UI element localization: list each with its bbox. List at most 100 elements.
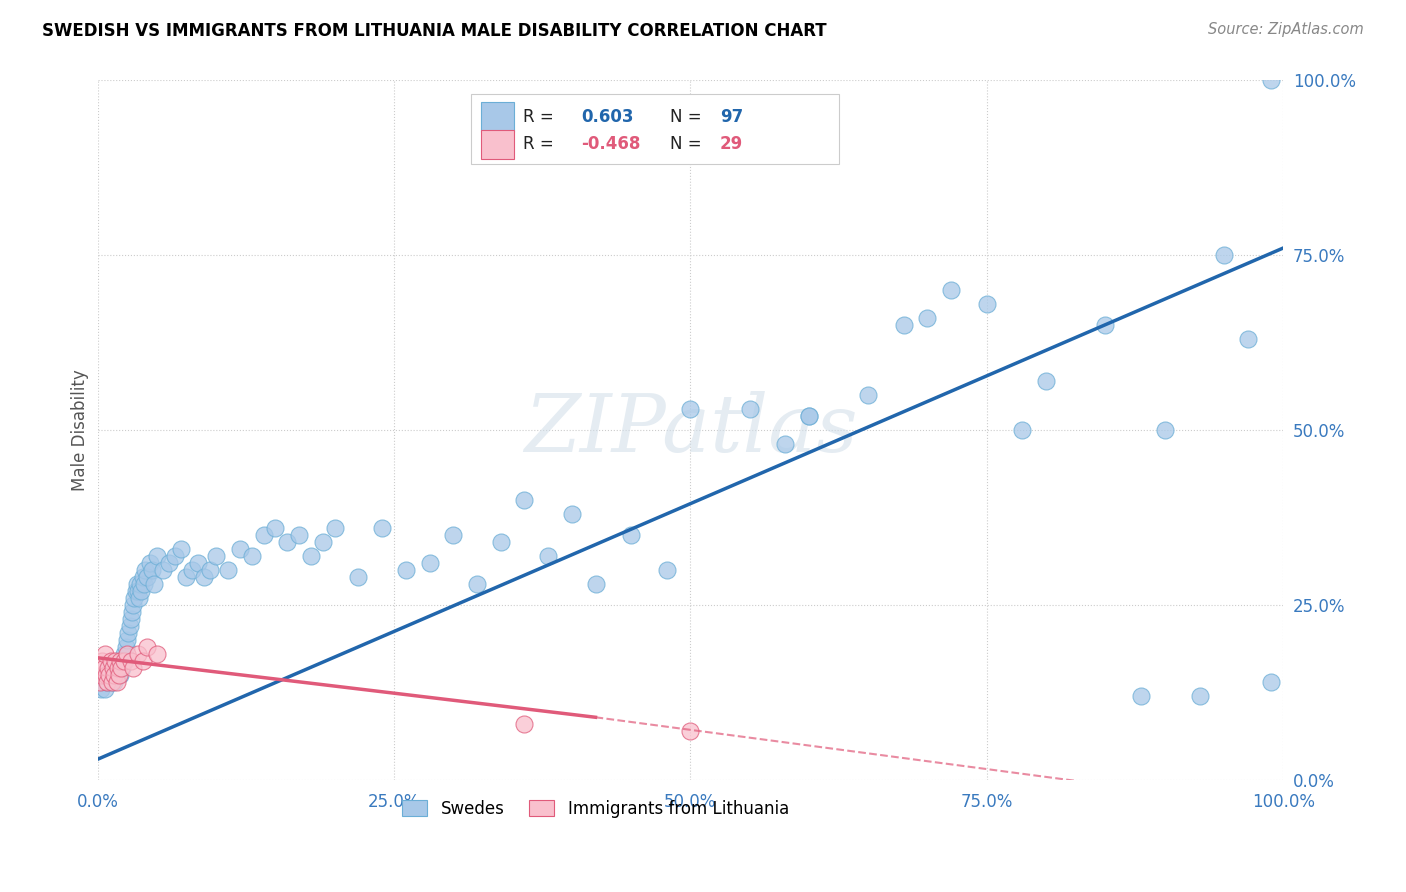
Point: [679, 402, 702, 417]
Point: [89, 675, 111, 690]
Point: [418, 556, 440, 570]
Point: [738, 402, 761, 417]
Point: [120, 612, 142, 626]
FancyBboxPatch shape: [481, 129, 513, 159]
Point: [797, 409, 820, 424]
Point: [288, 528, 311, 542]
Point: [96, 675, 118, 690]
Point: [108, 668, 131, 682]
Point: [94, 668, 117, 682]
Point: [122, 598, 145, 612]
Point: [101, 661, 124, 675]
Point: [299, 549, 322, 564]
Point: [141, 563, 163, 577]
Point: [121, 605, 143, 619]
Text: N =: N =: [671, 136, 707, 153]
Text: N =: N =: [671, 108, 707, 126]
Point: [264, 521, 287, 535]
Point: [93, 675, 115, 690]
Point: [115, 633, 138, 648]
Text: SWEDISH VS IMMIGRANTS FROM LITHUANIA MALE DISABILITY CORRELATION CHART: SWEDISH VS IMMIGRANTS FROM LITHUANIA MAL…: [42, 22, 827, 40]
Point: [136, 640, 159, 655]
Point: [91, 668, 114, 682]
Point: [1260, 675, 1282, 690]
Point: [229, 542, 252, 557]
Point: [89, 675, 111, 690]
Point: [107, 661, 129, 675]
Point: [112, 654, 135, 668]
Point: [90, 668, 112, 682]
Point: [193, 570, 215, 584]
Point: [98, 668, 121, 682]
Text: -0.468: -0.468: [581, 136, 641, 153]
Point: [465, 577, 488, 591]
Point: [138, 556, 160, 570]
Point: [131, 584, 153, 599]
Point: [797, 409, 820, 424]
Point: [105, 668, 128, 682]
Point: [146, 647, 169, 661]
Point: [146, 549, 169, 564]
Point: [941, 283, 963, 297]
Point: [893, 318, 915, 332]
Point: [395, 563, 418, 577]
Point: [131, 654, 153, 668]
Point: [1129, 690, 1152, 704]
Point: [679, 724, 702, 739]
Point: [128, 591, 150, 606]
Point: [157, 556, 180, 570]
Point: [103, 668, 125, 682]
Point: [773, 437, 796, 451]
Point: [347, 570, 370, 584]
Point: [122, 661, 145, 675]
Y-axis label: Male Disability: Male Disability: [72, 369, 89, 491]
Point: [108, 661, 131, 675]
Point: [104, 654, 127, 668]
Point: [134, 563, 156, 577]
Point: [90, 682, 112, 697]
Point: [105, 675, 128, 690]
Point: [129, 577, 152, 591]
Point: [97, 661, 120, 675]
Point: [1153, 423, 1175, 437]
Point: [125, 577, 148, 591]
Point: [124, 591, 146, 606]
Point: [112, 647, 135, 661]
Point: [187, 556, 209, 570]
Point: [131, 570, 153, 584]
Point: [143, 577, 166, 591]
Point: [371, 521, 394, 535]
Point: [561, 507, 583, 521]
Point: [132, 577, 155, 591]
Point: [1094, 318, 1116, 332]
Point: [94, 668, 117, 682]
Legend: Swedes, Immigrants from Lithuania: Swedes, Immigrants from Lithuania: [395, 793, 796, 824]
Text: R =: R =: [523, 136, 560, 153]
Point: [240, 549, 263, 564]
Point: [976, 297, 998, 311]
Point: [127, 647, 149, 661]
Point: [101, 668, 124, 682]
Point: [136, 570, 159, 584]
Point: [252, 528, 274, 542]
Point: [127, 584, 149, 599]
Point: [107, 654, 129, 668]
Point: [200, 563, 222, 577]
Point: [1011, 423, 1033, 437]
Point: [100, 675, 122, 690]
Point: [115, 640, 138, 655]
Point: [110, 661, 132, 675]
Point: [537, 549, 560, 564]
FancyBboxPatch shape: [481, 103, 513, 132]
Point: [856, 388, 879, 402]
Point: [620, 528, 643, 542]
Point: [104, 661, 127, 675]
Point: [1189, 690, 1212, 704]
Point: [108, 654, 131, 668]
Point: [103, 675, 125, 690]
Point: [93, 647, 115, 661]
Point: [1236, 332, 1258, 346]
Point: [118, 619, 141, 633]
Point: [181, 563, 204, 577]
Point: [441, 528, 464, 542]
